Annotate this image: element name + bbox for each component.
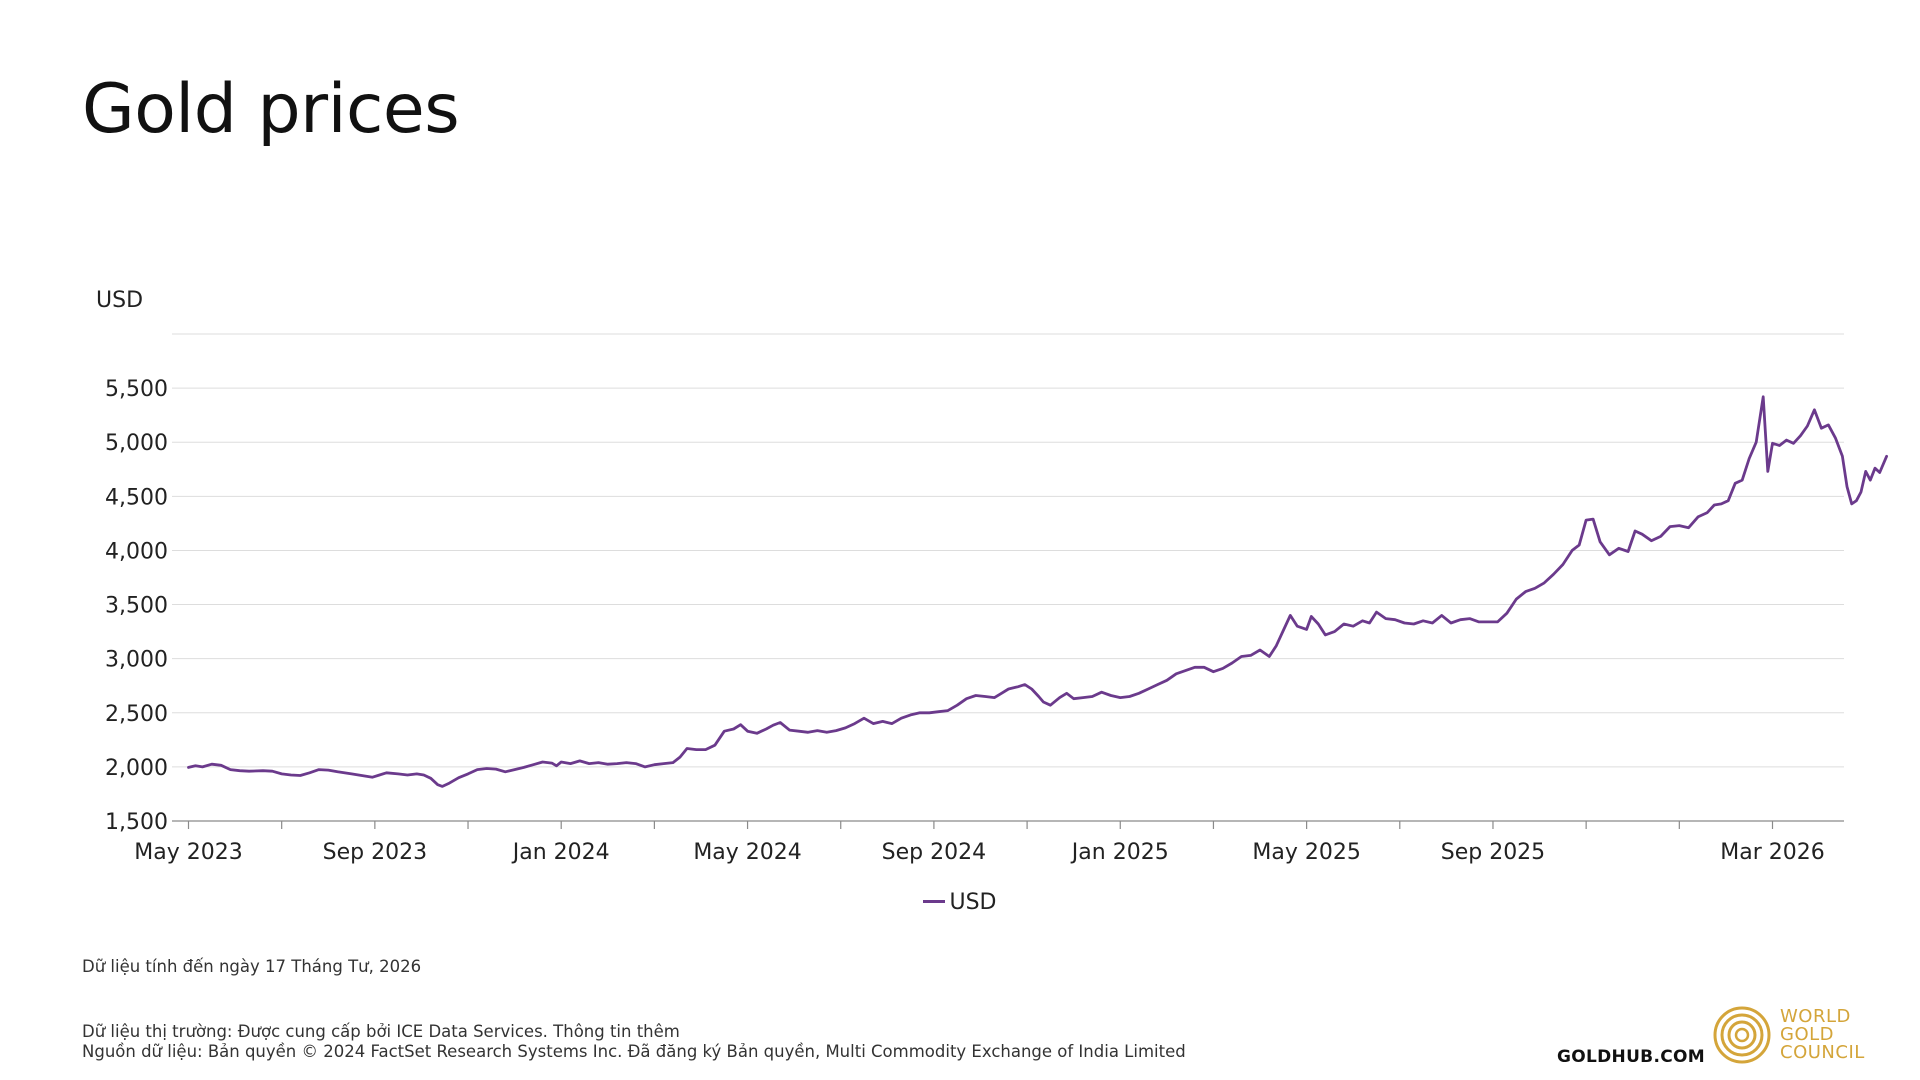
x-tick-label: Jan 2024 [511, 840, 610, 865]
page-title: Gold prices [82, 70, 460, 149]
y-tick-label: 1,500 [105, 810, 168, 835]
x-tick-label: Sep 2023 [323, 840, 427, 865]
x-tick-label: Mar 2026 [1720, 840, 1825, 865]
legend-swatch-usd [923, 899, 946, 903]
y-tick-label: 4,000 [105, 539, 168, 564]
world-gold-council-wordmark: WORLD GOLD COUNCIL [1780, 1008, 1865, 1062]
y-tick-label: 3,500 [105, 594, 168, 619]
x-tick-label: Jan 2025 [1070, 840, 1169, 865]
data-as-of-note: Dữ liệu tính đến ngày 17 Tháng Tư, 2026 [82, 957, 422, 976]
goldhub-site-label[interactable]: GOLDHUB.COM [1557, 1047, 1705, 1067]
x-tick-label: Sep 2024 [882, 840, 986, 865]
y-tick-label: 3,000 [105, 648, 168, 673]
x-tick-label: May 2024 [693, 840, 801, 865]
world-gold-council-logo-icon [1713, 1006, 1771, 1064]
x-tick-label: May 2023 [134, 840, 242, 865]
footer-sources: Dữ liệu thị trường: Được cung cấp bởi IC… [82, 1022, 1186, 1062]
grid-lines [172, 333, 1844, 768]
wgc-word-council: COUNCIL [1780, 1042, 1865, 1063]
series-line-usd[interactable] [187, 395, 1888, 788]
wgc-word-gold: GOLD [1780, 1024, 1835, 1045]
y-tick-label: 2,000 [105, 756, 168, 781]
y-tick-label: 5,000 [105, 431, 168, 456]
footer-market-data-line[interactable]: Dữ liệu thị trường: Được cung cấp bởi IC… [82, 1022, 680, 1041]
x-tick-label: Sep 2025 [1441, 840, 1545, 865]
footer-copyright-line: Nguồn dữ liệu: Bản quyền © 2024 FactSet … [82, 1042, 1186, 1061]
y-tick-label: 2,500 [105, 702, 168, 727]
x-tick-label: May 2025 [1252, 840, 1360, 865]
y-tick-label: 4,500 [105, 485, 168, 510]
y-axis-unit-label: USD [96, 288, 144, 313]
legend-label-usd: USD [949, 890, 997, 915]
chart-legend[interactable]: USD [0, 890, 1920, 915]
wgc-word-world: WORLD [1780, 1006, 1851, 1027]
series-layer [187, 395, 1888, 788]
x-axis-ticks: May 2023 Sep 2023 Jan 2024 May 2024 Sep 2024… [134, 821, 1825, 865]
y-tick-label: 5,500 [105, 377, 168, 402]
y-axis-ticks: 1,500 2,000 2,500 3,000 3,500 4,000 4,500 5,000… [105, 377, 168, 835]
